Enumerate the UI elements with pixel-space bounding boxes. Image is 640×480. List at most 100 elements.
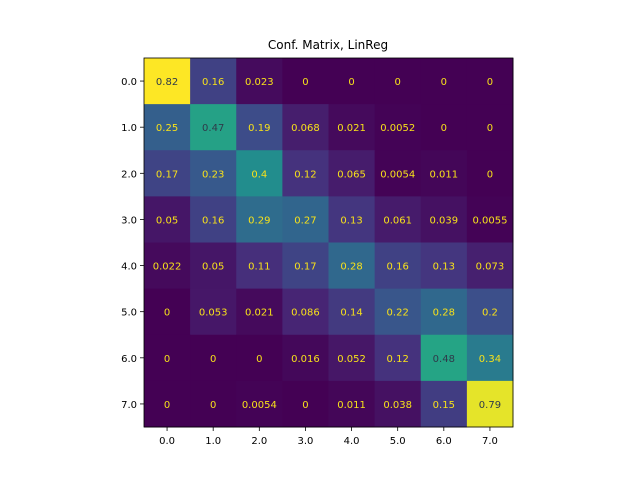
cell-value-r3-c5: 0.061 — [383, 215, 412, 226]
cell-value-r6-c6: 0.48 — [433, 354, 455, 365]
heatmap-cell-r6-c6 — [420, 334, 468, 382]
cell-value-r4-c6: 0.13 — [433, 262, 455, 273]
cell-value-r2-c1: 0.23 — [202, 169, 224, 180]
heatmap-cell-r0-c2 — [236, 58, 283, 105]
heatmap-cell-r4-c2 — [236, 242, 283, 290]
x-tick-label-2: 2.0 — [251, 436, 267, 447]
heatmap-cell-r1-c5 — [374, 104, 422, 151]
heatmap-cells: 0.82 0.16 0.023 0 0 0 0 0 0.25 0.47 0.19 0.068 0.021… — [144, 58, 514, 428]
heatmap-cell-r7-c0 — [144, 380, 191, 428]
heatmap-cell-r3-c4 — [328, 196, 376, 243]
y-tick-label-3: 3.0 — [121, 215, 137, 226]
heatmap-cell-r7-c2 — [236, 380, 283, 428]
y-tick-label-4: 4.0 — [121, 262, 137, 273]
heatmap-cell-r5-c1 — [190, 288, 237, 336]
heatmap-cell-r2-c5 — [374, 150, 422, 197]
heatmap-cell-r4-c4 — [328, 242, 376, 290]
cell-value-r5-c6: 0.28 — [433, 308, 455, 319]
cell-value-r2-c4: 0.065 — [337, 169, 366, 180]
heatmap-cell-r4-c1 — [190, 242, 237, 290]
heatmap-cell-r1-c7 — [466, 104, 514, 151]
cell-value-r7-c0: 0 — [164, 400, 170, 411]
heatmap-cell-r5-c2 — [236, 288, 283, 336]
heatmap-cell-r6-c4 — [328, 334, 376, 382]
cell-value-r6-c5: 0.12 — [387, 354, 409, 365]
heatmap-cell-r2-c1 — [190, 150, 237, 197]
heatmap-cell-r1-c0 — [144, 104, 191, 151]
cell-value-r3-c6: 0.039 — [429, 215, 458, 226]
heatmap-cell-r2-c6 — [420, 150, 468, 197]
cell-value-r5-c3: 0.086 — [291, 308, 320, 319]
heatmap-cell-r5-c5 — [374, 288, 422, 336]
chart-title: Conf. Matrix, LinReg — [268, 38, 388, 52]
heatmap-cell-r0-c0 — [144, 58, 191, 105]
heatmap-cell-r7-c6 — [420, 380, 468, 428]
heatmap-cell-r0-c5 — [374, 58, 422, 105]
heatmap-cell-r4-c0 — [144, 242, 191, 290]
heatmap-cell-r3-c3 — [282, 196, 329, 243]
heatmap-cell-r1-c4 — [328, 104, 376, 151]
cell-value-r0-c6: 0 — [441, 77, 447, 88]
heatmap-cell-r2-c3 — [282, 150, 329, 197]
cell-value-r4-c3: 0.17 — [294, 262, 316, 273]
x-tick-label-7: 7.0 — [482, 436, 498, 447]
heatmap-cell-r1-c3 — [282, 104, 329, 151]
cell-value-r2-c6: 0.011 — [429, 169, 458, 180]
heatmap-cell-r1-c1 — [190, 104, 237, 151]
heatmap-cell-r2-c4 — [328, 150, 376, 197]
cell-value-r1-c4: 0.021 — [337, 123, 366, 134]
y-axis-ticks: 0.0 1.0 2.0 3.0 4.0 5.0 6.0 7.0 — [121, 77, 144, 411]
heatmap-cell-r6-c0 — [144, 334, 191, 382]
heatmap-cell-r0-c6 — [420, 58, 468, 105]
cell-value-r0-c1: 0.16 — [202, 77, 224, 88]
heatmap-cell-r6-c3 — [282, 334, 329, 382]
cell-value-r2-c7: 0 — [487, 169, 493, 180]
cell-value-r2-c0: 0.17 — [156, 169, 178, 180]
heatmap-cell-r5-c3 — [282, 288, 329, 336]
heatmap-cell-r3-c5 — [374, 196, 422, 243]
heatmap-cell-r1-c2 — [236, 104, 283, 151]
cell-value-r5-c5: 0.22 — [387, 308, 409, 319]
heatmap-cell-r6-c2 — [236, 334, 283, 382]
cell-value-r2-c2: 0.4 — [251, 169, 267, 180]
cell-value-r5-c4: 0.14 — [340, 308, 362, 319]
heatmap-cell-r3-c2 — [236, 196, 283, 243]
cell-value-r7-c2: 0.0054 — [242, 400, 277, 411]
heatmap-cell-r2-c0 — [144, 150, 191, 197]
cell-value-r1-c5: 0.0052 — [380, 123, 415, 134]
x-axis-ticks: 0.0 1.0 2.0 3.0 4.0 5.0 6.0 7.0 — [159, 427, 498, 447]
y-tick-label-7: 7.0 — [121, 400, 137, 411]
x-tick-label-6: 6.0 — [436, 436, 452, 447]
heatmap-cell-r7-c7 — [466, 380, 514, 428]
cell-value-r0-c4: 0 — [348, 77, 354, 88]
y-tick-label-6: 6.0 — [121, 354, 137, 365]
cell-value-r6-c1: 0 — [210, 354, 216, 365]
cell-value-r4-c2: 0.11 — [248, 262, 270, 273]
cell-value-r3-c7: 0.0055 — [472, 215, 507, 226]
cell-value-r4-c0: 0.022 — [153, 262, 182, 273]
y-tick-label-2: 2.0 — [121, 169, 137, 180]
heatmap-cell-r3-c1 — [190, 196, 237, 243]
cell-value-r6-c2: 0 — [256, 354, 262, 365]
cell-value-r3-c1: 0.16 — [202, 215, 224, 226]
cell-value-r1-c2: 0.19 — [248, 123, 270, 134]
cell-value-r7-c5: 0.038 — [383, 400, 412, 411]
cell-value-r0-c2: 0.023 — [245, 77, 274, 88]
heatmap-cell-r4-c3 — [282, 242, 329, 290]
cell-value-r7-c3: 0 — [302, 400, 308, 411]
heatmap-cell-r2-c2 — [236, 150, 283, 197]
heatmap-cell-r7-c5 — [374, 380, 422, 428]
cell-value-r1-c1: 0.47 — [202, 123, 224, 134]
cell-value-r4-c1: 0.05 — [202, 262, 224, 273]
heatmap-cell-r3-c7 — [466, 196, 514, 243]
cell-value-r5-c1: 0.053 — [199, 308, 228, 319]
cell-value-r1-c3: 0.068 — [291, 123, 320, 134]
heatmap-cell-r6-c7 — [466, 334, 514, 382]
heatmap-cell-r5-c6 — [420, 288, 468, 336]
cell-value-r3-c2: 0.29 — [248, 215, 270, 226]
cell-value-r3-c3: 0.27 — [294, 215, 316, 226]
heatmap-cell-r5-c7 — [466, 288, 514, 336]
x-tick-label-4: 4.0 — [344, 436, 360, 447]
cell-value-r7-c7: 0.79 — [479, 400, 501, 411]
